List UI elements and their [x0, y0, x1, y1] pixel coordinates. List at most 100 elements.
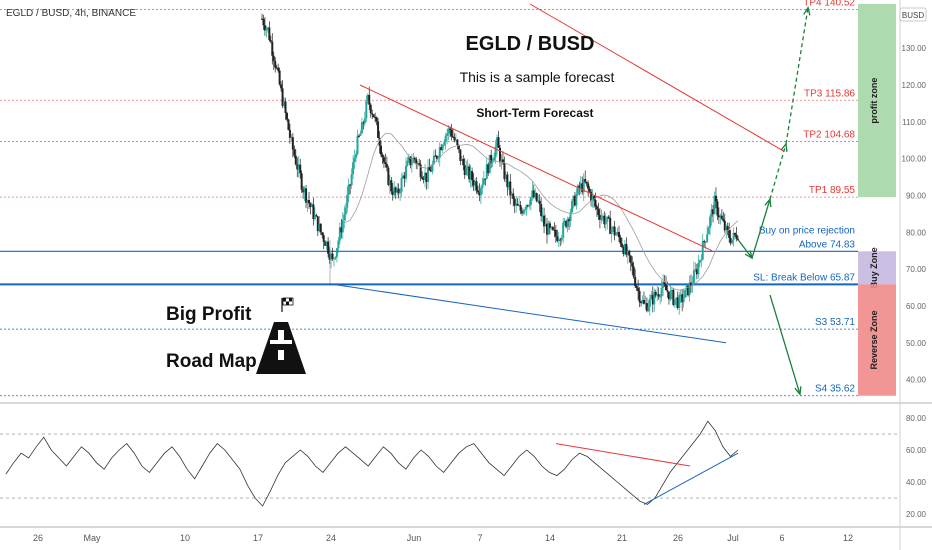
candle-body [713, 195, 716, 215]
candle-body [415, 159, 418, 165]
candle-body [349, 184, 352, 186]
candle-body [559, 239, 562, 241]
candle-body [459, 149, 462, 161]
candle-body [620, 243, 623, 247]
candle-body [676, 297, 679, 309]
candle-body [578, 185, 581, 188]
candle-body [503, 162, 506, 180]
candle-body [318, 223, 321, 232]
candle-body [590, 191, 593, 201]
forecast-arrow [737, 239, 753, 259]
candle-body [275, 67, 278, 69]
candle-body [725, 226, 728, 231]
candle-body [670, 289, 673, 291]
candle-body [410, 162, 413, 166]
zone-label: profit zone [869, 78, 879, 124]
candle-body [375, 117, 378, 122]
candle-body [560, 237, 563, 241]
candle-body [663, 282, 666, 285]
candle-body [365, 101, 368, 119]
candle-body [347, 184, 350, 195]
candle-body [384, 162, 387, 165]
brand-line-1: Big Profit [166, 304, 252, 325]
candle-body [644, 303, 647, 305]
time-tick-label: Jun [407, 533, 422, 543]
candle-body [731, 239, 734, 244]
candle-body [572, 195, 575, 202]
level-label: TP2 104.68 [803, 129, 855, 140]
level-label: TP4 140.52 [803, 0, 855, 8]
candle-body [700, 259, 703, 261]
candle-body [568, 219, 571, 222]
candle-body [262, 18, 265, 26]
candle-body [529, 197, 532, 206]
candle-body [485, 164, 488, 179]
candle-body [512, 193, 515, 199]
candle-body [600, 217, 603, 220]
road-icon [256, 322, 306, 374]
candle-body [316, 216, 319, 232]
candle-body [640, 302, 643, 304]
candle-body [280, 84, 283, 89]
candle-body [629, 255, 632, 263]
candle-body [382, 157, 385, 163]
candle-body [429, 170, 432, 172]
candle-body [306, 200, 309, 203]
candle-body [634, 276, 637, 287]
candle-body [268, 27, 271, 41]
candle-body [290, 137, 293, 139]
candle-body [666, 290, 669, 292]
chart-title: EGLD / BUSD [466, 33, 595, 55]
candle-body [422, 178, 425, 180]
candle-body [471, 171, 474, 181]
candle-body [419, 164, 422, 178]
candle-body [516, 203, 519, 206]
resistance-trendline [359, 84, 713, 252]
candle-body [609, 217, 612, 234]
candle-body [607, 216, 610, 218]
candle-body [662, 282, 665, 288]
candle-body [717, 215, 720, 218]
candle-body [534, 193, 537, 198]
candle-body [366, 94, 369, 102]
candle-body [380, 145, 382, 155]
candle-body [519, 205, 522, 211]
candle-body [283, 101, 286, 106]
candle-body [594, 200, 597, 207]
candle-body [353, 157, 356, 163]
svg-text:BUSD: BUSD [902, 11, 924, 20]
candle-body [454, 139, 457, 141]
candle-body [325, 241, 328, 246]
candle-body [550, 227, 553, 229]
candle-body [672, 289, 675, 305]
rsi-pane[interactable]: 20.00 40.00 60.00 80.00 26 May 10 17 24 Jun 7 14 21 2… [0, 414, 927, 543]
time-tick-label: 6 [779, 533, 784, 543]
candle-body [712, 209, 715, 215]
candle-body [667, 291, 670, 300]
candle-body [465, 167, 468, 175]
candle-body [478, 192, 481, 196]
time-tick-label: 26 [673, 533, 683, 543]
candle-body [327, 241, 330, 254]
candle-body [472, 180, 475, 186]
candle-body [409, 156, 412, 166]
candle-body [432, 155, 435, 165]
candle-body [531, 190, 534, 198]
level-label: S3 53.71 [815, 317, 855, 328]
price-tick-label: 80.00 [906, 228, 927, 237]
rsi-tick-label: 80.00 [906, 414, 927, 423]
rsi-resistance-trendline [555, 443, 691, 467]
candle-body [707, 227, 710, 235]
price-tick-label: 130.00 [902, 44, 927, 53]
candle-body [374, 116, 377, 118]
candle-body [482, 178, 485, 185]
forecast-arrows [737, 6, 811, 396]
candle-body [695, 269, 698, 275]
candle-body [682, 297, 685, 303]
candle-body [714, 195, 717, 202]
time-tick-label: 26 [33, 533, 43, 543]
candle-body [440, 147, 443, 150]
forecast-arrow [785, 7, 809, 145]
